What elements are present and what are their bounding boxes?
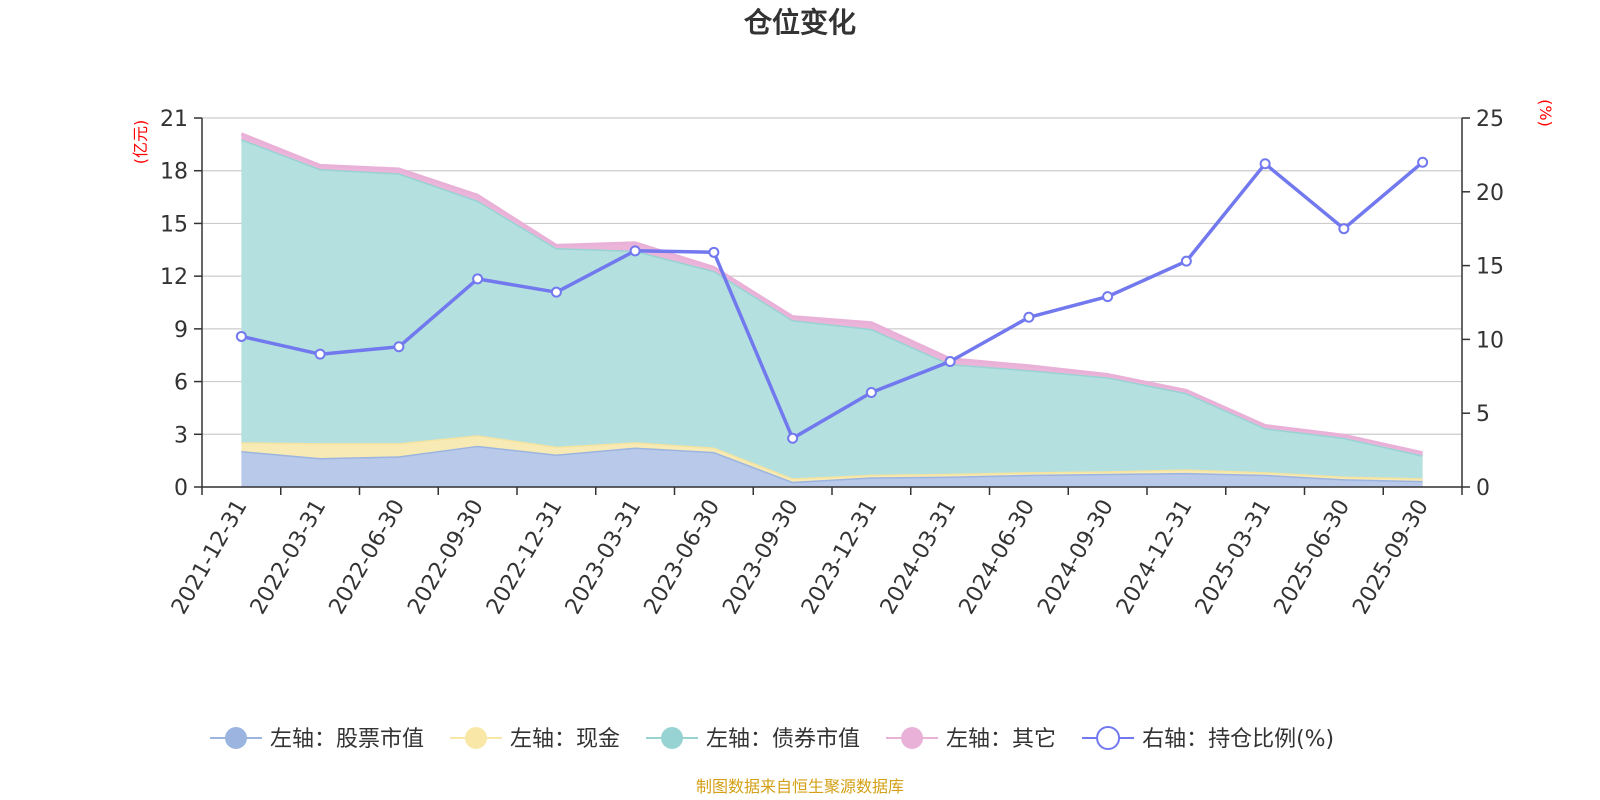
legend-marker-icon xyxy=(661,727,684,749)
ratio-point xyxy=(1259,158,1271,170)
ratio-point xyxy=(393,341,405,353)
ratio-point xyxy=(629,245,641,257)
left-tick-label: 21 xyxy=(160,107,188,132)
legend-marker-icon xyxy=(465,727,488,749)
legend-marker-icon xyxy=(1096,726,1121,750)
x-tick-label: 2022-06-30 xyxy=(324,496,410,619)
right-tick-label: 15 xyxy=(1476,255,1504,280)
legend-label: 左轴：债券市值 xyxy=(706,727,860,752)
x-tick-label: 2023-06-30 xyxy=(639,496,725,619)
ratio-point xyxy=(708,246,720,258)
legend-marker-icon xyxy=(901,727,924,749)
left-tick-label: 6 xyxy=(174,371,188,396)
x-tick-label: 2022-12-31 xyxy=(482,496,568,619)
left-tick-label: 15 xyxy=(160,212,188,237)
x-tick-label: 2022-03-31 xyxy=(246,496,332,619)
x-tick-label: 2024-09-30 xyxy=(1033,496,1119,619)
left-tick-label: 9 xyxy=(174,318,188,343)
legend-label: 左轴：股票市值 xyxy=(270,727,424,752)
ratio-point xyxy=(550,286,562,298)
right-tick-label: 25 xyxy=(1476,107,1504,132)
legend-item[interactable]: 左轴：现金 xyxy=(450,727,620,752)
right-axis-unit: (%) xyxy=(1536,99,1555,127)
x-tick-label: 2025-09-30 xyxy=(1348,496,1434,619)
right-tick-label: 0 xyxy=(1476,476,1490,501)
x-tick-label: 2023-12-31 xyxy=(797,496,883,619)
ratio-point xyxy=(1102,291,1114,303)
x-tick-label: 2021-12-31 xyxy=(167,496,253,619)
legend-marker-icon xyxy=(225,727,247,749)
x-tick-label: 2024-06-30 xyxy=(954,496,1040,619)
ratio-point xyxy=(1338,223,1350,235)
ratio-point xyxy=(1023,311,1035,323)
area-series-edge xyxy=(240,132,1423,455)
right-tick-label: 5 xyxy=(1476,402,1490,427)
legend[interactable]: 左轴：股票市值 左轴：现金 左轴：债券市值 左轴：其它 右轴：持仓比例(%) xyxy=(210,726,1334,752)
legend-item[interactable]: 右轴：持仓比例(%) xyxy=(1082,726,1334,752)
ratio-point xyxy=(1180,255,1192,267)
left-tick-label: 0 xyxy=(174,476,188,501)
source-note: 制图数据来自恒生聚源数据库 xyxy=(696,777,904,796)
ratio-point xyxy=(314,348,326,360)
legend-item[interactable]: 左轴：股票市值 xyxy=(210,727,424,752)
ratio-point xyxy=(865,387,877,399)
area-series xyxy=(241,139,1423,479)
x-tick-label: 2023-03-31 xyxy=(561,496,647,619)
area-layers xyxy=(240,132,1423,487)
right-tick-label: 10 xyxy=(1476,328,1504,353)
legend-item[interactable]: 左轴：债券市值 xyxy=(646,727,860,752)
legend-label: 左轴：现金 xyxy=(510,727,620,752)
x-tick-label: 2024-12-31 xyxy=(1112,496,1198,619)
legend-label: 右轴：持仓比例(%) xyxy=(1142,727,1334,752)
legend-label: 左轴：其它 xyxy=(946,727,1056,752)
ratio-point xyxy=(944,356,956,368)
left-tick-label: 3 xyxy=(174,423,188,448)
x-tick-label: 2023-09-30 xyxy=(718,496,804,619)
left-axis-unit: (亿元) xyxy=(131,120,150,165)
x-tick-label: 2025-06-30 xyxy=(1269,496,1355,619)
left-tick-label: 12 xyxy=(160,265,188,290)
ratio-line-layer xyxy=(235,156,1429,444)
ratio-point xyxy=(1417,156,1429,168)
left-tick-label: 18 xyxy=(160,160,188,185)
ratio-point xyxy=(235,330,247,342)
right-tick-label: 20 xyxy=(1476,181,1504,206)
area-series xyxy=(241,445,1423,487)
ratio-point xyxy=(787,432,799,444)
area-series xyxy=(241,435,1423,482)
chart-title: 仓位变化 xyxy=(744,6,856,39)
x-tick-label: 2025-03-31 xyxy=(1191,496,1277,619)
legend-item[interactable]: 左轴：其它 xyxy=(886,727,1056,752)
ratio-line xyxy=(241,160,1424,441)
x-tick-label: 2022-09-30 xyxy=(403,496,489,619)
ratio-point xyxy=(472,273,484,285)
x-tick-label: 2024-03-31 xyxy=(876,496,962,619)
